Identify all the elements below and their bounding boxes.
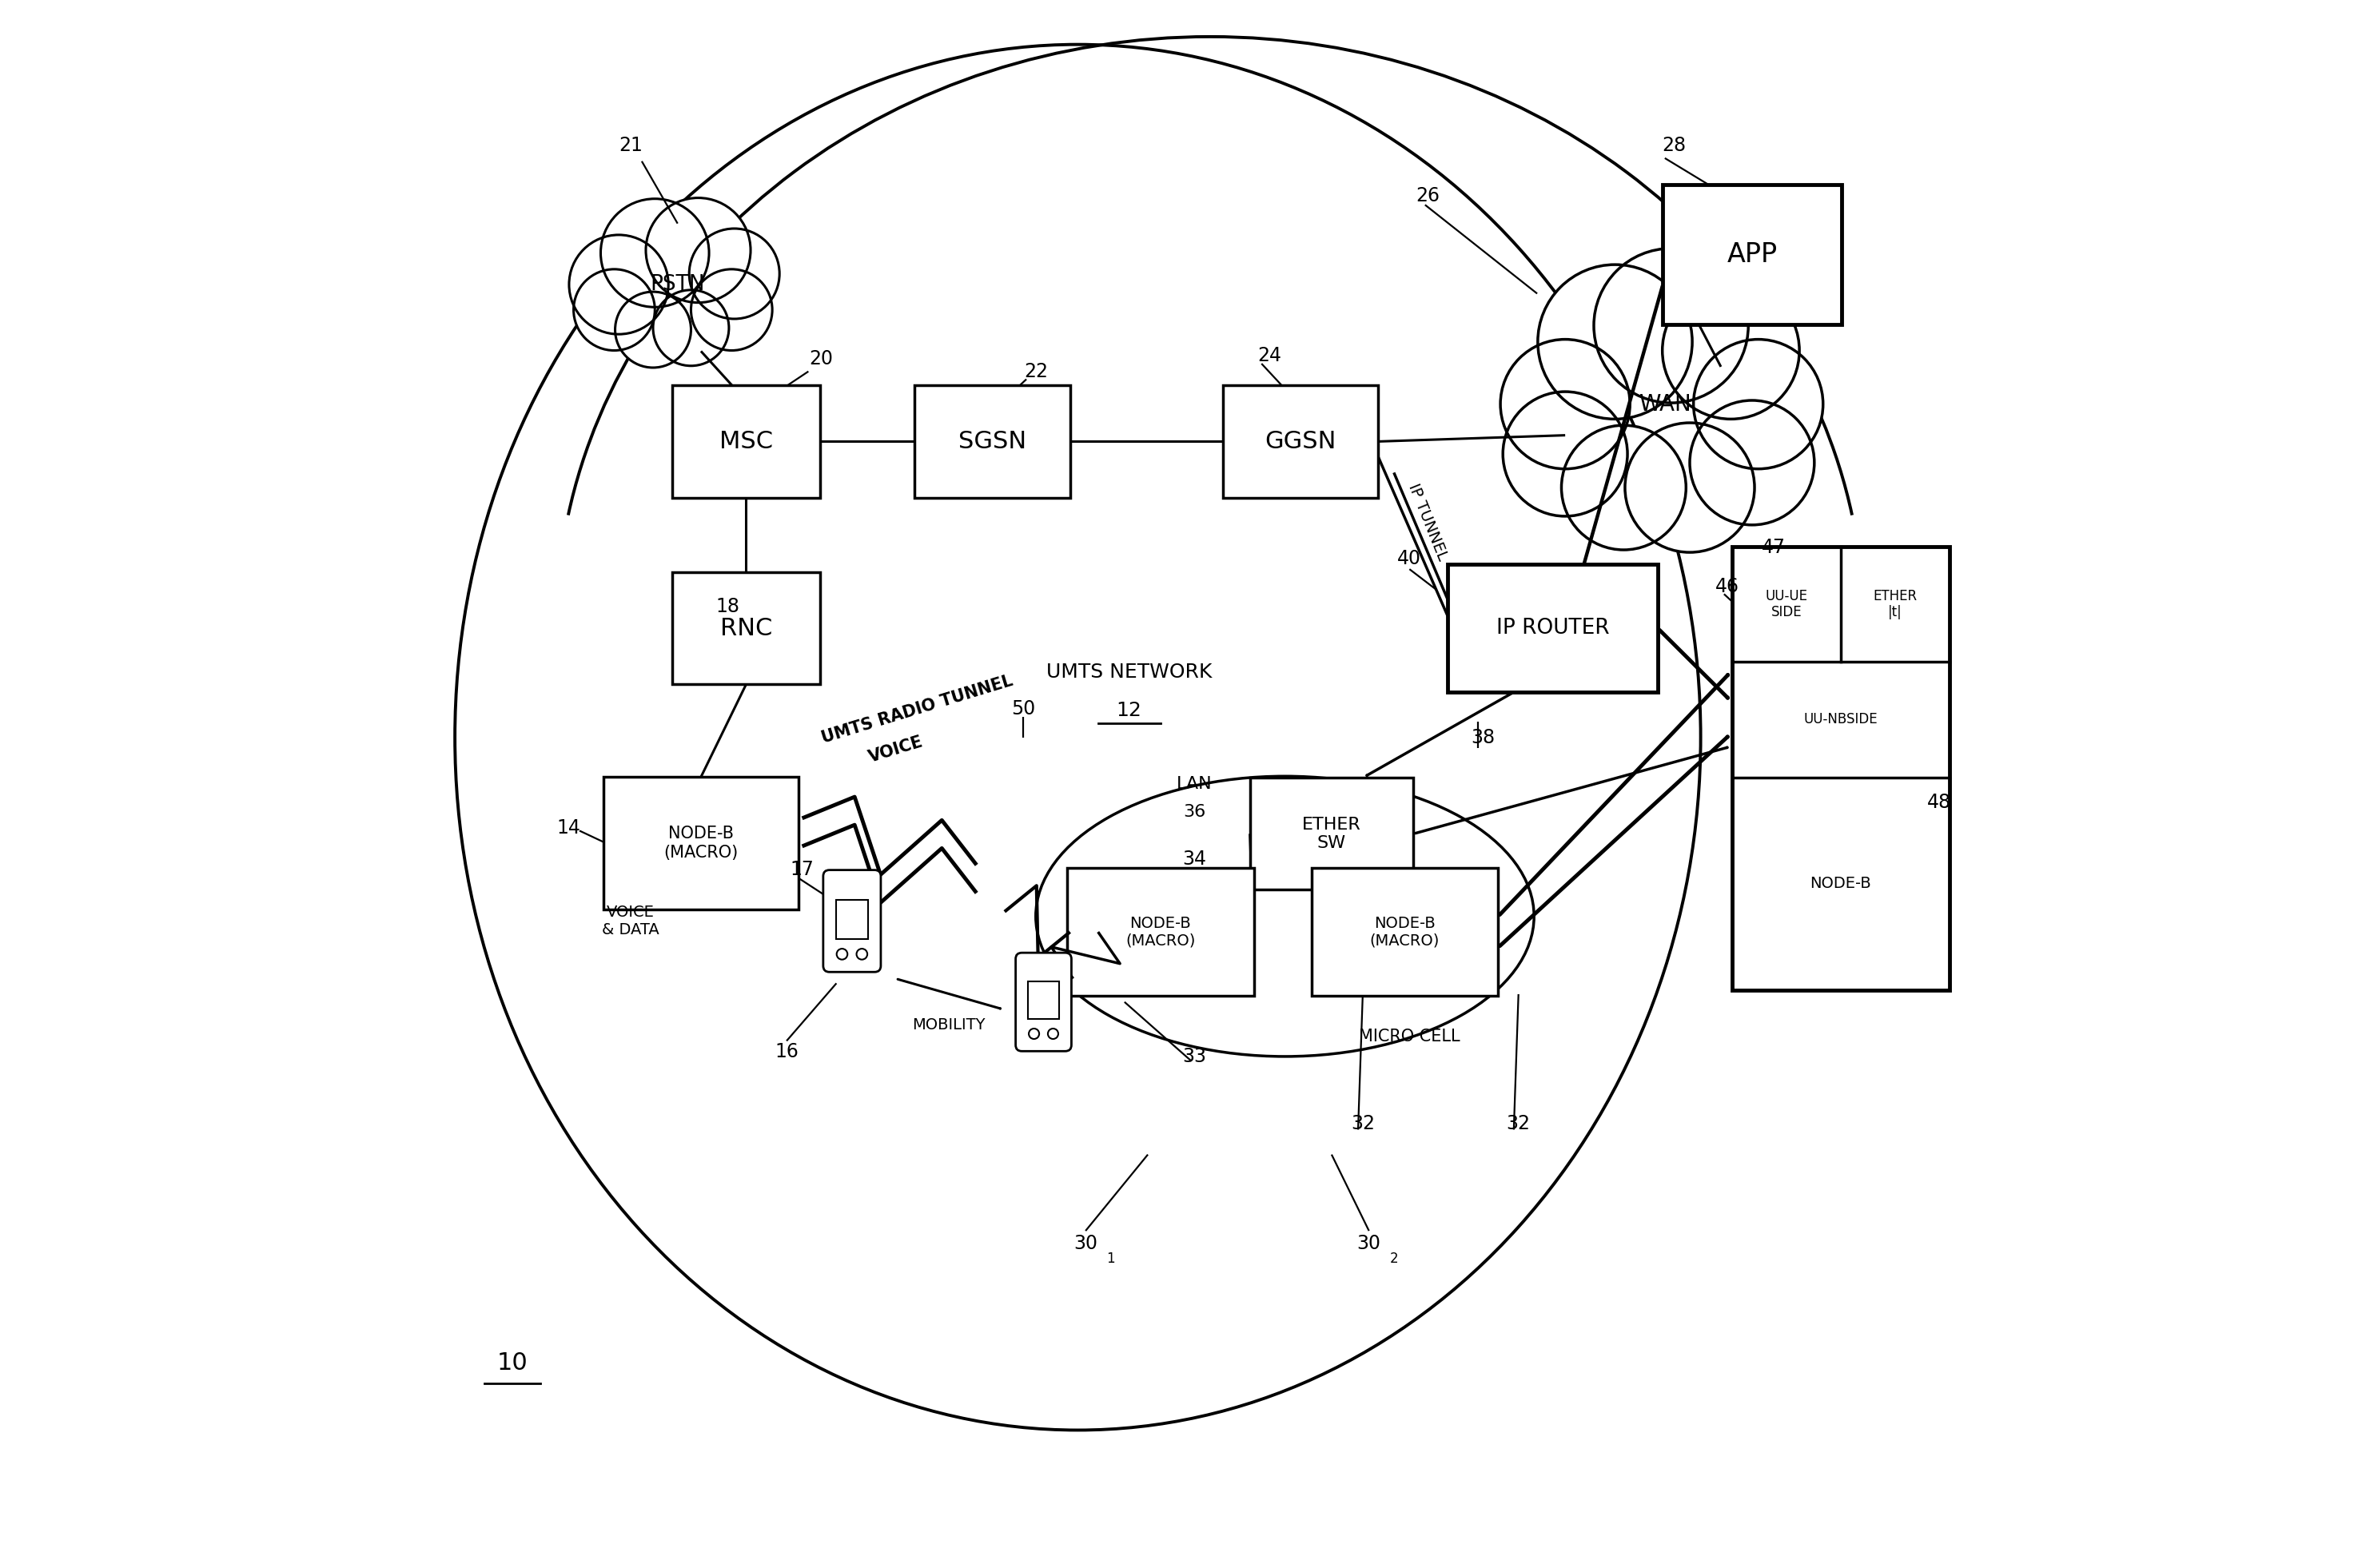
Circle shape [653,290,729,365]
Text: UMTS NETWORK: UMTS NETWORK [1047,662,1212,682]
Circle shape [601,199,710,307]
Circle shape [573,270,656,351]
Text: 20: 20 [809,350,832,368]
Text: 1: 1 [1106,1251,1115,1265]
Text: 22: 22 [1023,362,1047,381]
Text: 21: 21 [618,136,644,155]
Text: 2: 2 [1389,1251,1398,1265]
Text: UU-UE
SIDE: UU-UE SIDE [1766,588,1809,619]
Bar [604,778,799,909]
Text: 40: 40 [1398,549,1422,568]
Circle shape [1691,400,1813,525]
Text: UMTS RADIO TUNNEL: UMTS RADIO TUNNEL [821,673,1014,746]
Text: NODE-B
(MACRO): NODE-B (MACRO) [663,826,738,861]
Circle shape [1537,265,1693,419]
Text: 30: 30 [1356,1234,1382,1253]
Text: 26: 26 [1417,187,1441,205]
Text: MSC: MSC [719,430,773,453]
Text: 47: 47 [1761,538,1785,557]
Text: NODE-B
(MACRO): NODE-B (MACRO) [1125,916,1196,949]
Text: IP TUNNEL: IP TUNNEL [1405,481,1450,563]
Text: 34: 34 [1184,850,1207,869]
Bar [1066,869,1254,996]
Text: VOICE: VOICE [865,734,924,765]
Text: ETHER
|t|: ETHER |t| [1872,588,1917,619]
Text: WAN: WAN [1639,394,1691,416]
Bar [915,386,1071,497]
Text: SGSN: SGSN [957,430,1026,453]
Bar [1221,386,1379,497]
Circle shape [1502,392,1627,516]
Text: 16: 16 [776,1043,799,1062]
Text: 18: 18 [714,597,740,616]
Circle shape [615,292,691,367]
Circle shape [1500,339,1629,469]
Bar [672,386,821,497]
Text: 32: 32 [1351,1113,1375,1134]
Bar [1250,778,1412,891]
Text: 28: 28 [1662,136,1686,155]
Circle shape [1561,425,1686,550]
Text: NODE-B
(MACRO): NODE-B (MACRO) [1370,916,1441,949]
Text: 46: 46 [1714,577,1740,596]
Text: 10: 10 [498,1352,528,1375]
Circle shape [1625,423,1754,552]
Text: UU-NBSIDE: UU-NBSIDE [1804,712,1877,728]
Text: LAN: LAN [1177,776,1212,792]
Text: IP ROUTER: IP ROUTER [1495,618,1608,638]
Text: PSTN: PSTN [651,274,705,295]
Circle shape [646,198,750,303]
Text: 36: 36 [1184,804,1205,820]
Text: RNC: RNC [719,616,771,640]
Circle shape [1693,339,1823,469]
Bar [1448,564,1658,691]
Circle shape [1662,282,1799,419]
FancyBboxPatch shape [1016,953,1071,1051]
Text: GGSN: GGSN [1264,430,1337,453]
Bar [1311,869,1497,996]
FancyBboxPatch shape [823,870,882,972]
Circle shape [689,229,780,318]
Text: 38: 38 [1471,728,1495,746]
Circle shape [1594,248,1747,403]
Circle shape [691,270,773,351]
Bar [1662,185,1842,325]
Circle shape [568,235,667,334]
Text: VOICE
& DATA: VOICE & DATA [601,905,660,938]
Text: 17: 17 [790,859,814,880]
Bar [1731,547,1950,991]
Text: MOBILITY: MOBILITY [913,1018,986,1033]
Bar [835,900,868,939]
Text: 30: 30 [1073,1234,1096,1253]
Bar [672,572,821,684]
Text: 12: 12 [1115,701,1141,720]
Text: APP: APP [1726,241,1778,268]
Text: 33: 33 [1184,1047,1207,1066]
Text: 24: 24 [1257,347,1280,365]
Bar [1028,982,1059,1019]
Text: ETHER
SW: ETHER SW [1302,817,1361,851]
Text: 14: 14 [556,818,580,837]
Text: MICRO CELL: MICRO CELL [1358,1029,1460,1044]
Text: 32: 32 [1507,1113,1530,1134]
Text: 48: 48 [1926,793,1950,812]
Text: NODE-B: NODE-B [1811,877,1872,891]
Text: 50: 50 [1012,699,1035,718]
